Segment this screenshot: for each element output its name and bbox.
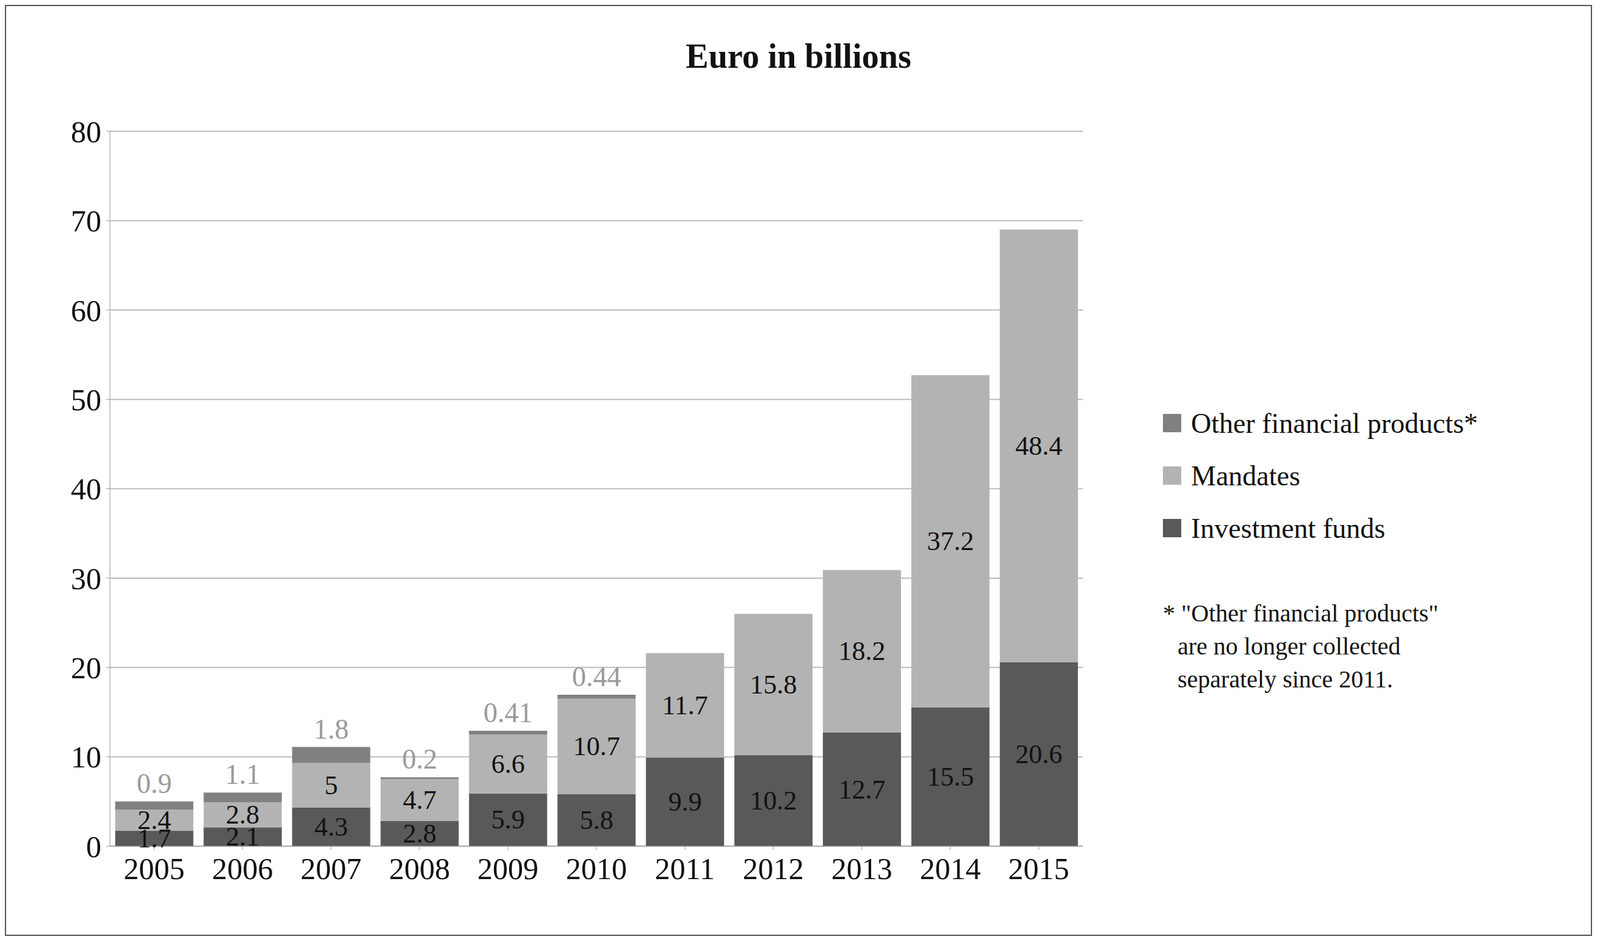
svg-text:2006: 2006 <box>211 851 273 886</box>
svg-text:20: 20 <box>70 650 102 685</box>
svg-text:2007: 2007 <box>300 851 362 886</box>
svg-text:1.8: 1.8 <box>313 713 350 745</box>
svg-text:9.9: 9.9 <box>668 786 703 817</box>
svg-text:10.2: 10.2 <box>750 785 798 816</box>
svg-text:0.2: 0.2 <box>402 743 438 775</box>
svg-text:2009: 2009 <box>477 851 539 886</box>
svg-text:0.41: 0.41 <box>483 697 533 729</box>
svg-text:20.6: 20.6 <box>1015 739 1063 770</box>
svg-text:15.5: 15.5 <box>926 761 974 792</box>
svg-text:12.7: 12.7 <box>838 774 886 805</box>
svg-text:2014: 2014 <box>919 851 981 886</box>
svg-text:2005: 2005 <box>123 851 185 886</box>
svg-text:4.3: 4.3 <box>314 811 348 842</box>
html-text:Other financial products*: Other financial products* <box>1190 407 1478 439</box>
svg-text:0.44: 0.44 <box>571 661 622 693</box>
svg-text:2.4: 2.4 <box>137 805 171 836</box>
svg-text:37.2: 37.2 <box>926 526 974 557</box>
svg-text:2.1: 2.1 <box>225 821 260 852</box>
html-text:Mandates: Mandates <box>1190 459 1301 492</box>
html-text:Euro in billions: Euro in billions <box>685 37 912 76</box>
svg-text:2008: 2008 <box>388 851 450 886</box>
svg-text:2013: 2013 <box>831 851 893 886</box>
svg-text:0: 0 <box>86 829 102 864</box>
svg-text:50: 50 <box>70 382 102 417</box>
svg-text:2.8: 2.8 <box>402 818 437 849</box>
svg-text:40: 40 <box>70 471 102 507</box>
svg-text:2011: 2011 <box>655 851 715 886</box>
svg-text:2.8: 2.8 <box>225 799 260 830</box>
svg-text:5: 5 <box>324 770 339 801</box>
svg-text:2010: 2010 <box>565 851 627 886</box>
svg-text:2015: 2015 <box>1008 851 1070 886</box>
svg-text:30: 30 <box>70 561 102 596</box>
svg-text:1.1: 1.1 <box>225 758 261 790</box>
html-text:* "Other financial products": * "Other financial products" <box>1162 599 1439 627</box>
svg-text:0.9: 0.9 <box>136 767 173 800</box>
svg-text:18.2: 18.2 <box>838 636 886 667</box>
svg-text:11.7: 11.7 <box>661 690 708 721</box>
svg-text:80: 80 <box>70 114 102 149</box>
html-text:are no longer collected: are no longer collected <box>1177 632 1401 660</box>
html-text:separately since 2011.: separately since 2011. <box>1177 665 1393 693</box>
svg-text:6.6: 6.6 <box>491 749 525 779</box>
svg-text:60: 60 <box>70 293 102 328</box>
svg-text:1.7: 1.7 <box>137 823 172 854</box>
svg-text:10: 10 <box>70 739 102 775</box>
svg-text:5.9: 5.9 <box>491 804 525 835</box>
svg-text:48.4: 48.4 <box>1015 430 1063 461</box>
svg-text:70: 70 <box>70 203 102 239</box>
html-text:Investment funds: Investment funds <box>1190 512 1386 544</box>
svg-text:2012: 2012 <box>742 851 804 886</box>
svg-text:15.8: 15.8 <box>750 669 798 700</box>
svg-text:5.8: 5.8 <box>579 805 614 836</box>
svg-text:10.7: 10.7 <box>573 731 621 762</box>
svg-text:4.7: 4.7 <box>402 785 437 815</box>
